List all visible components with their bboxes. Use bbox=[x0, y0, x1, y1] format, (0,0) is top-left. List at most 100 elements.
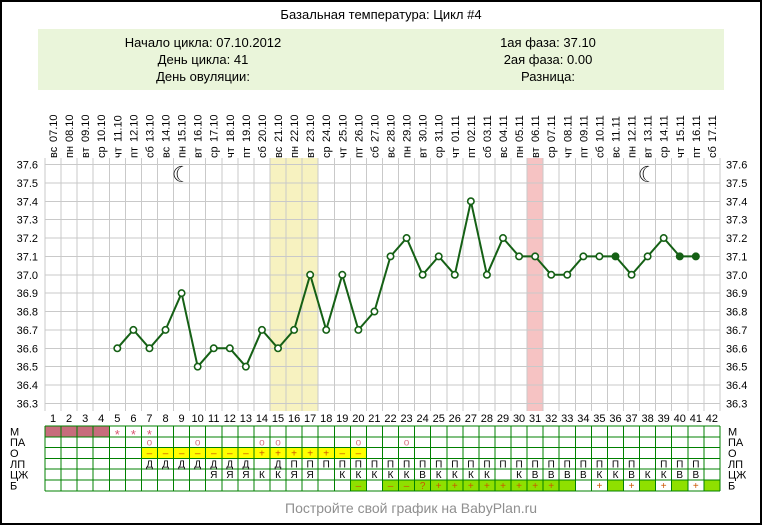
weekday-label: чт bbox=[112, 147, 124, 158]
table-mark: Я bbox=[226, 470, 233, 481]
day-number: 27 bbox=[465, 413, 477, 425]
table-mark: + bbox=[596, 481, 602, 492]
row-label-right: ЛП bbox=[728, 459, 743, 471]
moon-icons: ☾ ☾ bbox=[172, 162, 658, 187]
table-mark: – bbox=[179, 449, 185, 460]
weekday-label: пн bbox=[514, 146, 526, 158]
weekday-label: ср bbox=[209, 146, 221, 158]
day-number: 22 bbox=[384, 413, 396, 425]
day-number: 41 bbox=[690, 413, 702, 425]
day-number: 24 bbox=[417, 413, 429, 425]
day-number: 37 bbox=[625, 413, 637, 425]
y-tick-right: 36.9 bbox=[726, 288, 747, 300]
day-number: 34 bbox=[577, 413, 589, 425]
table-mark: К bbox=[661, 470, 667, 481]
weekday-label: пт bbox=[691, 147, 703, 158]
table-mark: о bbox=[356, 438, 362, 449]
day-number: 20 bbox=[352, 413, 364, 425]
table-mark: В bbox=[580, 470, 587, 481]
symptom-table-marks: * * *о о о о о о– – – – – – – + + + + + – –Д Д Д Д Д Д Д Д П П П П П П П П П… bbox=[115, 427, 700, 492]
table-mark: – bbox=[195, 449, 201, 460]
info-cycle-start: Начало цикла: 07.10.2012 bbox=[124, 35, 282, 50]
table-cell-fill bbox=[318, 447, 335, 459]
date-label: 18.10 bbox=[225, 114, 237, 142]
day-number: 26 bbox=[449, 413, 461, 425]
day-number: 21 bbox=[368, 413, 380, 425]
table-mark: П bbox=[564, 459, 571, 470]
weekday-label: вт bbox=[193, 147, 205, 158]
weekday-label: пт bbox=[128, 147, 140, 158]
temp-point bbox=[466, 197, 475, 206]
weekday-labels: вс пн вт ср чт пт сб вс пн вт ср чт пт сб вс пн вт ср чт пт… bbox=[48, 146, 719, 158]
table-mark: В bbox=[419, 470, 426, 481]
temp-point bbox=[161, 325, 170, 334]
table-cell-fill bbox=[45, 426, 62, 437]
table-cell-fill bbox=[350, 447, 367, 459]
y-tick-left: 36.5 bbox=[17, 362, 38, 374]
date-label: 24.10 bbox=[321, 114, 333, 142]
date-label: 06.11 bbox=[530, 115, 542, 142]
table-cell-fill bbox=[205, 447, 222, 459]
weekday-label: сб bbox=[594, 146, 606, 158]
y-tick-right: 37.5 bbox=[726, 178, 747, 190]
weekday-label: ср bbox=[321, 146, 333, 158]
date-label: 16.10 bbox=[193, 114, 205, 142]
table-mark: В bbox=[628, 470, 635, 481]
temp-point bbox=[402, 234, 411, 243]
date-label: 25.10 bbox=[337, 114, 349, 142]
table-cell-fill bbox=[189, 447, 206, 459]
date-label: 01.11 bbox=[450, 115, 462, 142]
y-tick-left: 36.4 bbox=[17, 380, 38, 392]
y-tick-right: 36.3 bbox=[726, 398, 747, 410]
weekday-label: вс bbox=[498, 146, 510, 158]
y-tick-left: 36.7 bbox=[17, 325, 38, 337]
table-mark: – bbox=[356, 481, 362, 492]
date-label: 03.11 bbox=[482, 115, 494, 142]
table-mark: о bbox=[404, 438, 410, 449]
day-number: 15 bbox=[272, 413, 284, 425]
table-mark: К bbox=[355, 470, 361, 481]
date-label: 15.10 bbox=[177, 114, 189, 142]
day-number: 36 bbox=[609, 413, 621, 425]
table-mark: П bbox=[290, 459, 297, 470]
y-tick-right: 37.2 bbox=[726, 233, 747, 245]
y-tick-left: 37.1 bbox=[17, 251, 38, 263]
temp-point bbox=[643, 252, 652, 261]
table-mark: о bbox=[275, 438, 281, 449]
footer-branding: Постройте свой график на BabyPlan.ru bbox=[285, 500, 538, 516]
weekday-label: вс bbox=[48, 146, 60, 158]
table-mark: + bbox=[275, 449, 281, 460]
table-cell-fill bbox=[61, 426, 78, 437]
y-tick-left: 36.3 bbox=[17, 398, 38, 410]
table-cell-fill bbox=[607, 480, 624, 491]
y-tick-right: 36.5 bbox=[726, 362, 747, 374]
table-mark: П bbox=[515, 459, 522, 470]
temp-point bbox=[225, 344, 234, 353]
table-mark: К bbox=[645, 470, 651, 481]
date-label: 07.11 bbox=[546, 115, 558, 142]
info-cycle-day: День цикла: 41 bbox=[157, 52, 249, 67]
temp-point bbox=[322, 325, 331, 334]
table-mark: о bbox=[195, 438, 201, 449]
moon-icon: ☾ bbox=[638, 162, 658, 187]
y-tick-left: 36.9 bbox=[17, 288, 38, 300]
temp-point bbox=[498, 234, 507, 243]
date-label: 20.10 bbox=[257, 114, 269, 142]
weekday-label: вс bbox=[386, 146, 398, 158]
table-mark: П bbox=[419, 459, 426, 470]
highlight-band bbox=[527, 158, 544, 411]
y-tick-right: 37.1 bbox=[726, 251, 747, 263]
table-mark: ? bbox=[420, 481, 426, 492]
weekday-label: пт bbox=[241, 147, 253, 158]
weekday-label: вс bbox=[273, 146, 285, 158]
table-mark: + bbox=[693, 481, 699, 492]
table-mark: П bbox=[387, 459, 394, 470]
table-mark: В bbox=[564, 470, 571, 481]
date-label: 13.11 bbox=[643, 115, 655, 142]
table-mark: + bbox=[436, 481, 442, 492]
weekday-label: вт bbox=[80, 147, 92, 158]
table-cell-fill bbox=[559, 480, 576, 491]
weekday-label: сб bbox=[369, 146, 381, 158]
day-number: 6 bbox=[130, 413, 136, 425]
